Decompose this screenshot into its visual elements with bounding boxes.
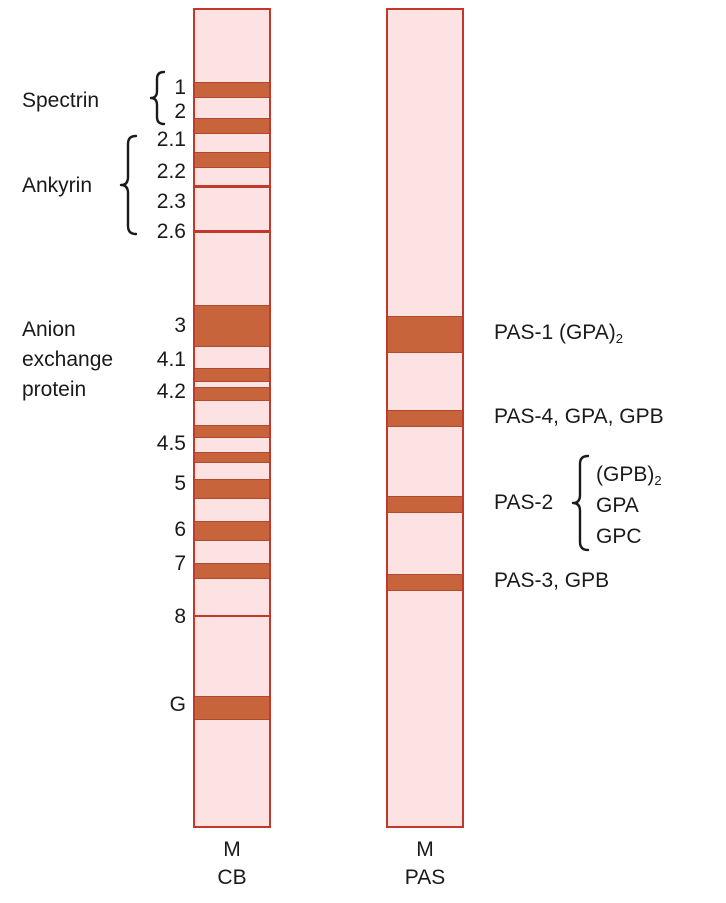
- band-2-3: [195, 185, 269, 188]
- label-band-1: 1: [174, 76, 186, 99]
- band-2-6: [195, 230, 269, 233]
- band-4-5a: [195, 425, 269, 438]
- label-pas-2-gpc: GPC: [596, 525, 642, 548]
- group-label-anion-1: Anion: [22, 318, 76, 341]
- band-g: [195, 696, 269, 720]
- label-gpb-text: (GPB): [596, 463, 655, 486]
- group-label-anion-2: exchange: [22, 348, 114, 371]
- pas-gel-lane: [386, 8, 464, 828]
- band-7: [195, 563, 269, 579]
- label-band-2-1: 2.1: [156, 128, 186, 151]
- group-label-ankyrin: Ankyrin: [22, 174, 93, 197]
- label-band-4-1: 4.1: [156, 348, 186, 371]
- band-pas-1: [388, 316, 462, 353]
- band-4-1: [195, 368, 269, 382]
- pas-2-brace-icon: [571, 454, 590, 552]
- label-pas-1-text: PAS-1 (GPA): [494, 321, 616, 344]
- label-band-4-2: 4.2: [156, 380, 186, 403]
- label-band-2-2: 2.2: [156, 160, 186, 183]
- label-band-g: G: [169, 693, 186, 716]
- cb-lane-label-top: M: [223, 838, 241, 861]
- label-band-8: 8: [174, 605, 186, 628]
- label-pas-3: PAS-3, GPB: [494, 569, 610, 592]
- label-band-4-5: 4.5: [156, 432, 186, 455]
- spectrin-brace-icon: [149, 70, 166, 126]
- ankyrin-brace-icon: [119, 134, 138, 236]
- label-pas-2-gpb2: (GPB)2: [596, 463, 662, 487]
- group-label-spectrin: Spectrin: [22, 89, 100, 112]
- band-2: [195, 118, 269, 134]
- pas-lane-label-top: M: [416, 838, 434, 861]
- cb-gel-lane: [193, 8, 271, 828]
- label-pas-2: PAS-2: [494, 491, 554, 514]
- band-pas-3: [388, 574, 462, 591]
- band-2-2: [195, 152, 269, 168]
- band-4-2: [195, 387, 269, 401]
- label-band-3: 3: [174, 314, 186, 337]
- band-pas-2: [388, 496, 462, 513]
- label-band-7: 7: [174, 552, 186, 575]
- band-6: [195, 521, 269, 541]
- label-pas-2-gpa: GPA: [596, 494, 639, 517]
- band-pas-4: [388, 410, 462, 427]
- label-pas-4: PAS-4, GPA, GPB: [494, 405, 664, 428]
- band-5: [195, 479, 269, 499]
- label-band-2: 2: [174, 100, 186, 123]
- label-band-5: 5: [174, 472, 186, 495]
- band-1: [195, 82, 269, 98]
- pas-lane-label-bottom: PAS: [404, 866, 446, 889]
- band-3: [195, 305, 269, 347]
- label-pas-1: PAS-1 (GPA)2: [494, 321, 623, 345]
- label-band-2-6: 2.6: [156, 220, 186, 243]
- label-gpb-subscript: 2: [654, 473, 662, 488]
- group-label-anion-3: protein: [22, 378, 87, 401]
- label-band-2-3: 2.3: [156, 190, 186, 213]
- band-8: [195, 615, 269, 617]
- band-4-5b: [195, 452, 269, 463]
- label-pas-1-subscript: 2: [615, 331, 623, 346]
- label-band-6: 6: [174, 518, 186, 541]
- cb-lane-label-bottom: CB: [217, 866, 247, 889]
